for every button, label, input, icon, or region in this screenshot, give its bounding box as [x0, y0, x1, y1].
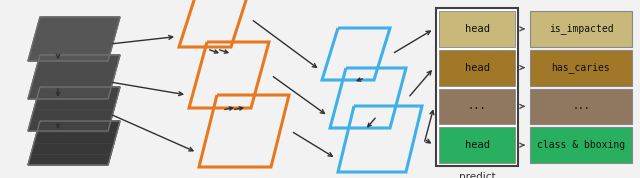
FancyBboxPatch shape — [439, 127, 515, 163]
FancyBboxPatch shape — [439, 11, 515, 47]
Text: is_impacted: is_impacted — [548, 23, 613, 34]
FancyBboxPatch shape — [436, 8, 518, 166]
Text: head: head — [465, 63, 490, 73]
FancyBboxPatch shape — [530, 11, 632, 47]
FancyBboxPatch shape — [439, 88, 515, 124]
FancyBboxPatch shape — [439, 50, 515, 85]
Text: has_caries: has_caries — [552, 62, 611, 73]
Text: ...: ... — [572, 101, 590, 111]
Polygon shape — [28, 121, 120, 165]
Polygon shape — [28, 55, 120, 99]
Text: predict: predict — [459, 172, 495, 178]
FancyBboxPatch shape — [530, 127, 632, 163]
Text: class & bboxing: class & bboxing — [537, 140, 625, 150]
FancyBboxPatch shape — [530, 88, 632, 124]
Polygon shape — [28, 87, 120, 131]
Text: head: head — [465, 24, 490, 34]
Polygon shape — [28, 17, 120, 61]
Text: ...: ... — [468, 101, 486, 111]
FancyBboxPatch shape — [530, 50, 632, 85]
Text: head: head — [465, 140, 490, 150]
